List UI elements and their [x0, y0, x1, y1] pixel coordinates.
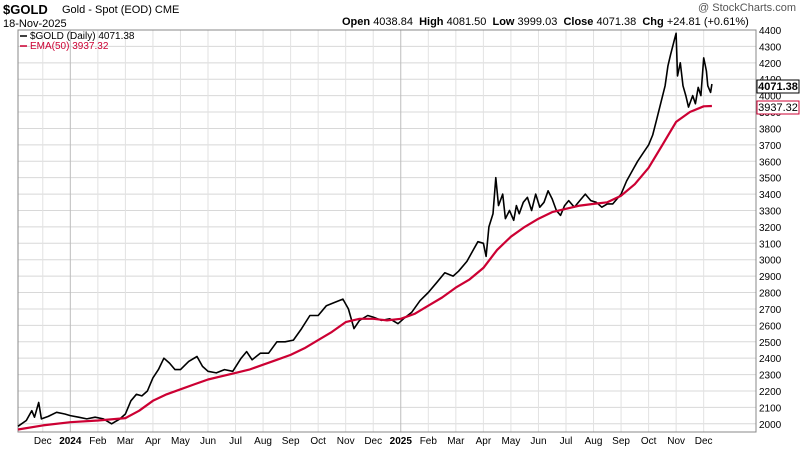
y-tick-label: 4000 [759, 92, 782, 103]
x-tick-label: Mar [117, 436, 135, 447]
y-tick-label: 2900 [759, 272, 782, 283]
y-tick-label: 2800 [759, 289, 782, 300]
x-tick-label: Dec [364, 436, 382, 447]
price-tag-close-value: 4071.38 [758, 81, 798, 93]
y-tick-label: 3000 [759, 256, 782, 267]
y-tick-label: 4400 [759, 26, 782, 37]
x-tick-label: Sep [282, 436, 300, 447]
ohlc-summary: Open 4038.84 High 4081.50 Low 3999.03 Cl… [342, 16, 749, 28]
y-tick-label: 2700 [759, 305, 782, 316]
open-label: Open [342, 16, 371, 28]
x-tick-label: Feb [89, 436, 107, 447]
x-tick-label: Jul [560, 436, 573, 447]
y-tick-label: 3200 [759, 223, 782, 234]
x-tick-label: Jun [200, 436, 216, 447]
open-value: 4038.84 [373, 16, 413, 28]
legend-price-label: $GOLD (Daily) 4071.38 [30, 31, 135, 42]
exchange-text: CME [154, 4, 180, 16]
description-text: Gold - Spot (EOD) [62, 4, 152, 16]
chg-value: +24.81 (+0.61%) [666, 16, 749, 28]
y-tick-label: 3300 [759, 206, 782, 217]
x-axis: Dec 2024 Feb Mar Apr May Jun Jul Aug Sep Oct Nov Dec… [34, 436, 713, 447]
high-value: 4081.50 [446, 16, 487, 28]
price-tag-ema: 3937.32 [756, 100, 800, 115]
x-tick-label: Nov [337, 436, 355, 447]
y-tick-label: 2500 [759, 338, 782, 349]
y-tick-label: 2400 [759, 354, 782, 365]
x-tick-label: Aug [254, 436, 272, 447]
copyright-link[interactable]: @ StockCharts.com [698, 2, 796, 14]
ticker-symbol: $GOLD [3, 2, 48, 17]
close-label: Close [563, 16, 594, 28]
low-label: Low [492, 16, 515, 28]
x-tick-label: Oct [310, 436, 326, 447]
y-tick-label: 2100 [759, 403, 782, 414]
price-tag-close: 4071.38 [756, 79, 800, 94]
x-tick-label: Dec [695, 436, 713, 447]
x-tick-label: 2024 [59, 436, 82, 447]
x-tick-label: Oct [641, 436, 657, 447]
chg-label: Chg [642, 16, 664, 28]
x-tick-label: May [171, 436, 190, 447]
x-tick-label: May [501, 436, 520, 447]
price-tag-ema-value: 3937.32 [758, 102, 798, 114]
x-tick-label: Aug [585, 436, 603, 447]
x-tick-label: Nov [667, 436, 685, 447]
x-tick-label: Mar [447, 436, 465, 447]
legend-ema-label: EMA(50) 3937.32 [30, 41, 109, 52]
x-tick-label: Sep [612, 436, 630, 447]
x-tick-label: Apr [145, 436, 161, 447]
y-tick-label: 2600 [759, 321, 782, 332]
x-tick-label: Jul [229, 436, 242, 447]
x-tick-label: Jun [530, 436, 546, 447]
x-tick-label: 2025 [390, 436, 413, 447]
grid-lines [18, 29, 756, 432]
x-tick-label: Apr [476, 436, 492, 447]
y-tick-label: 4300 [759, 42, 782, 53]
y-tick-label: 3500 [759, 174, 782, 185]
ema-line [17, 104, 712, 431]
ticker-description: Gold - Spot (EOD) CME [62, 4, 179, 16]
y-tick-label: 4200 [759, 59, 782, 70]
price-line [17, 32, 713, 427]
y-tick-label: 2300 [759, 371, 782, 382]
y-tick-label: 2000 [759, 420, 782, 431]
low-value: 3999.03 [517, 16, 558, 28]
y-tick-label: 2200 [759, 387, 782, 398]
y-tick-label: 3400 [759, 190, 782, 201]
y-tick-label: 3100 [759, 239, 782, 250]
close-value: 4071.38 [596, 16, 637, 28]
legend: $GOLD (Daily) 4071.38 EMA(50) 3937.32 [20, 31, 135, 52]
y-tick-label: 3800 [759, 124, 782, 135]
plot-area-border [17, 29, 757, 433]
x-tick-label: Feb [420, 436, 438, 447]
x-tick-label: Dec [34, 436, 52, 447]
high-label: High [419, 16, 444, 28]
y-tick-label: 3700 [759, 141, 782, 152]
chart-date: 18-Nov-2025 [3, 18, 67, 30]
y-tick-label: 3600 [759, 157, 782, 168]
